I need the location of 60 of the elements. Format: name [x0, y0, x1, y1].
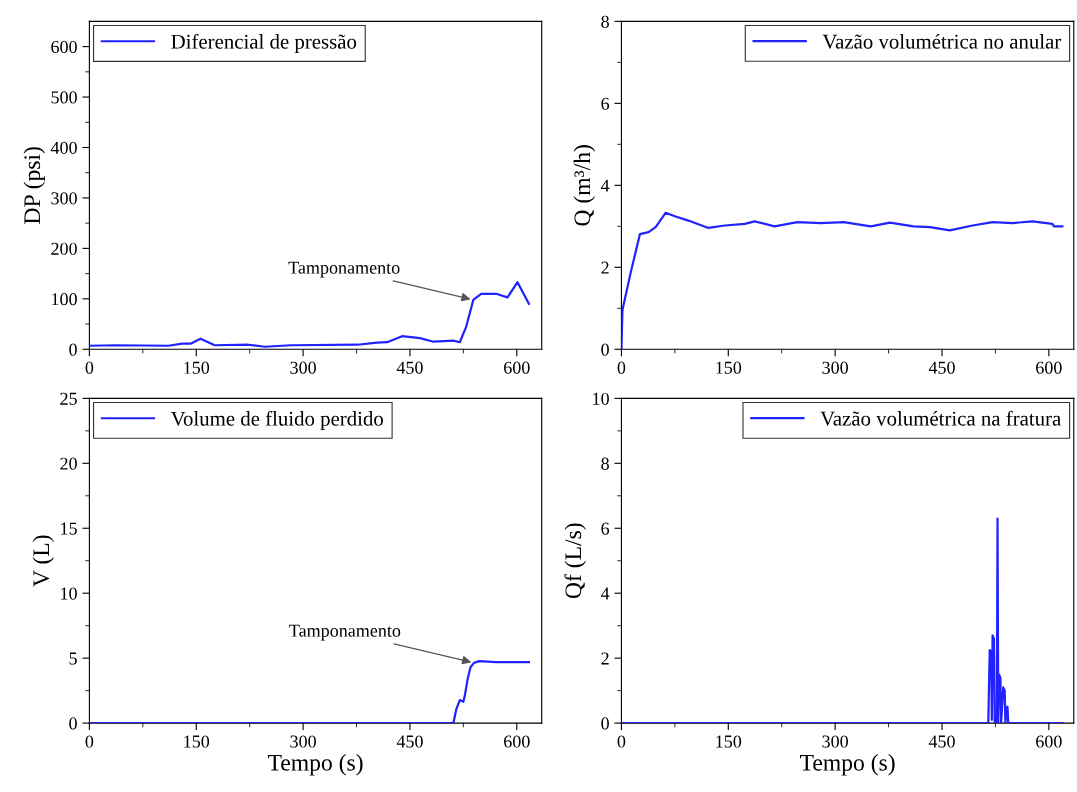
- x-tick-label: 300: [290, 735, 316, 748]
- legend-label: Volume de fluido perdido: [170, 410, 383, 430]
- y-tick-label: 0: [69, 717, 77, 730]
- y-tick-label: 500: [51, 91, 77, 104]
- y-tick-label: 0: [601, 717, 609, 730]
- x-tick-label: 450: [396, 361, 423, 374]
- y-tick-label: 15: [61, 522, 77, 535]
- y-tick-label: 0: [69, 343, 77, 356]
- y-tick-label: 5: [69, 652, 77, 665]
- legend-label: Diferencial de pressão: [171, 33, 357, 53]
- y-axis-title: V (L): [32, 535, 54, 587]
- x-tick-label: 600: [504, 735, 530, 748]
- x-tick-label: 0: [85, 735, 94, 748]
- y-tick-label: 25: [60, 392, 77, 405]
- y-tick-label: 4: [600, 587, 610, 600]
- line-series: [621, 517, 1065, 724]
- y-tick-label: 600: [51, 40, 77, 54]
- legend-label: Vazão volumétrica na fratura: [820, 410, 1061, 426]
- y-tick-label: 10: [593, 392, 609, 405]
- y-axis-title: DP (psi): [23, 147, 45, 224]
- y-tick-label: 400: [50, 141, 77, 154]
- y-tick-label: 300: [51, 192, 77, 205]
- x-axis-title: Tempo (s): [800, 754, 895, 776]
- annotation: Tamponamento: [288, 261, 400, 278]
- y-tick-label: 200: [51, 242, 77, 255]
- x-tick-label: 300: [290, 361, 316, 374]
- x-axis-title: Tempo (s): [267, 754, 363, 776]
- x-tick-label: 450: [396, 735, 423, 748]
- y-axis-title: Q (m³/h): [573, 145, 596, 226]
- y-tick-label: 0: [601, 343, 609, 356]
- y-tick-label: 10: [61, 587, 77, 600]
- line-series: [89, 281, 531, 348]
- x-tick-label: 0: [617, 735, 626, 748]
- line-series: [89, 660, 531, 724]
- x-tick-label: 300: [822, 361, 848, 374]
- x-tick-label: 150: [184, 361, 210, 374]
- x-tick-label: 300: [822, 735, 848, 748]
- annotation: Tamponamento: [289, 624, 401, 641]
- y-tick-label: 100: [52, 293, 77, 306]
- x-tick-label: 0: [85, 361, 94, 374]
- x-tick-label: 600: [1036, 735, 1062, 748]
- x-tick-label: 150: [184, 735, 210, 748]
- x-tick-label: 0: [617, 361, 626, 374]
- x-tick-label: 450: [928, 735, 955, 748]
- x-tick-label: 150: [716, 735, 742, 748]
- y-axis-title: Qf (L/s): [564, 523, 587, 599]
- x-tick-label: 600: [504, 361, 530, 374]
- x-tick-label: 600: [1036, 361, 1062, 374]
- x-tick-label: 150: [716, 361, 742, 374]
- legend-label: Vazão volumétrica no anular: [822, 33, 1062, 49]
- y-tick-label: 2: [601, 261, 609, 274]
- y-tick-label: 6: [601, 522, 610, 535]
- y-tick-label: 6: [601, 97, 610, 110]
- y-tick-label: 8: [601, 15, 609, 28]
- y-tick-label: 8: [601, 457, 609, 470]
- line-series: [621, 211, 1064, 350]
- y-tick-label: 4: [600, 179, 610, 192]
- x-tick-label: 450: [928, 361, 955, 374]
- y-tick-label: 2: [601, 652, 609, 665]
- y-tick-label: 20: [60, 457, 77, 470]
